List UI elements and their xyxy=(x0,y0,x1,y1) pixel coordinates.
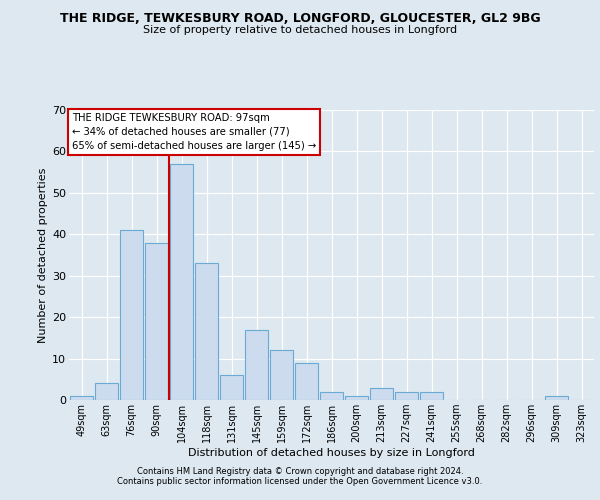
Bar xyxy=(120,230,143,400)
Bar xyxy=(270,350,293,400)
Text: THE RIDGE TEWKESBURY ROAD: 97sqm
← 34% of detached houses are smaller (77)
65% o: THE RIDGE TEWKESBURY ROAD: 97sqm ← 34% o… xyxy=(71,113,316,151)
Bar xyxy=(345,396,368,400)
Bar xyxy=(395,392,418,400)
Text: THE RIDGE, TEWKESBURY ROAD, LONGFORD, GLOUCESTER, GL2 9BG: THE RIDGE, TEWKESBURY ROAD, LONGFORD, GL… xyxy=(59,12,541,26)
Bar xyxy=(245,330,268,400)
Bar xyxy=(320,392,343,400)
Text: Contains public sector information licensed under the Open Government Licence v3: Contains public sector information licen… xyxy=(118,477,482,486)
Bar xyxy=(70,396,93,400)
Y-axis label: Number of detached properties: Number of detached properties xyxy=(38,168,48,342)
Bar xyxy=(545,396,568,400)
Bar xyxy=(220,375,243,400)
Bar xyxy=(420,392,443,400)
Text: Contains HM Land Registry data © Crown copyright and database right 2024.: Contains HM Land Registry data © Crown c… xyxy=(137,467,463,476)
Bar xyxy=(195,264,218,400)
Bar xyxy=(295,362,318,400)
Bar xyxy=(370,388,393,400)
X-axis label: Distribution of detached houses by size in Longford: Distribution of detached houses by size … xyxy=(188,448,475,458)
Bar xyxy=(145,242,168,400)
Text: Size of property relative to detached houses in Longford: Size of property relative to detached ho… xyxy=(143,25,457,35)
Bar xyxy=(95,384,118,400)
Bar xyxy=(170,164,193,400)
